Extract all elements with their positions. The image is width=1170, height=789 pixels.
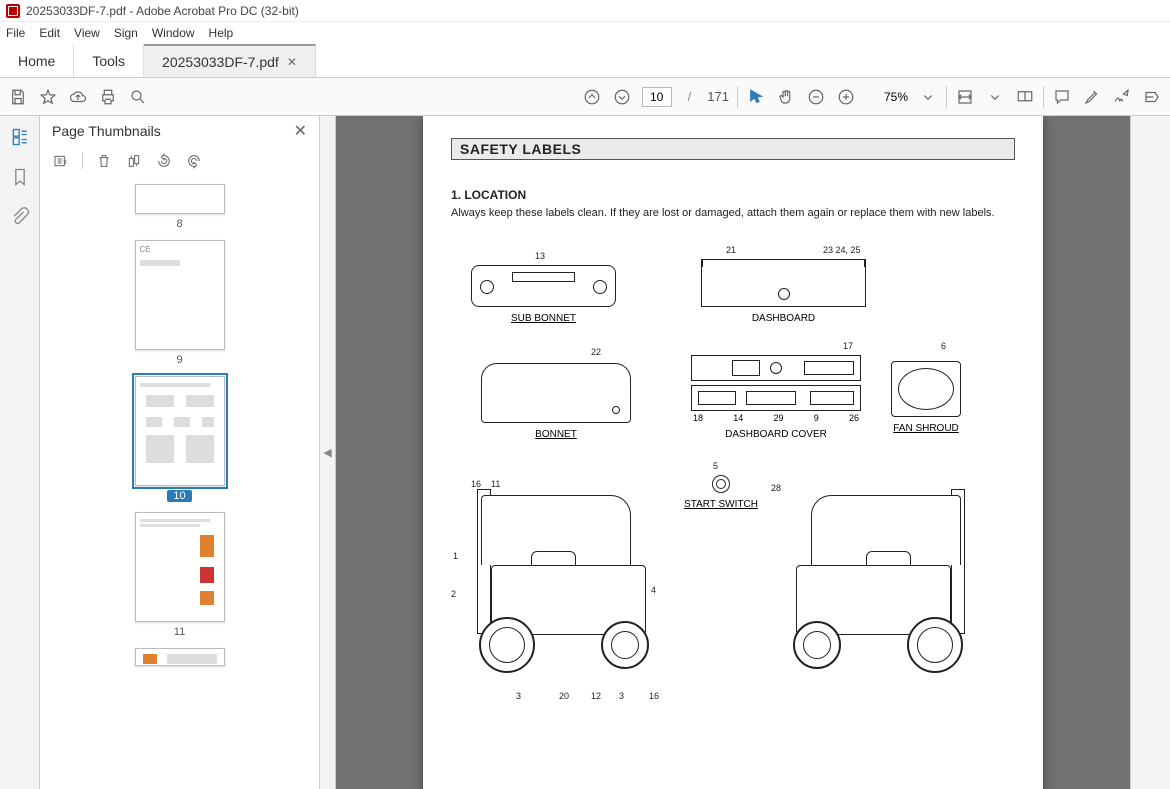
- select-tool-icon[interactable]: [746, 87, 766, 107]
- menu-edit[interactable]: Edit: [39, 26, 60, 40]
- callout-11: 11: [491, 479, 500, 489]
- rotate-cw-icon[interactable]: [185, 152, 203, 170]
- menu-file[interactable]: File: [6, 26, 25, 40]
- forklift-right: [751, 489, 981, 684]
- diagrams: 13 SUB BONNET 21 23 24, 25: [451, 251, 1015, 789]
- thumb-10[interactable]: 10: [135, 376, 225, 502]
- tab-document[interactable]: 20253033DF-7.pdf ✕: [144, 44, 316, 77]
- menu-help[interactable]: Help: [209, 26, 234, 40]
- panel-close-icon[interactable]: ✕: [294, 121, 307, 141]
- callout-12: 12: [591, 691, 601, 701]
- thumb-12[interactable]: [135, 648, 225, 666]
- window-title: 20253033DF-7.pdf - Adobe Acrobat Pro DC …: [26, 4, 299, 18]
- page-down-icon[interactable]: [612, 87, 632, 107]
- tab-doc-label: 20253033DF-7.pdf: [162, 54, 279, 70]
- zoom-out-icon[interactable]: [806, 87, 826, 107]
- callout-21: 21: [726, 245, 736, 255]
- right-sidebar: [1130, 116, 1170, 789]
- callout-23-24-25: 23 24, 25: [823, 245, 861, 255]
- page-total: 171: [707, 89, 729, 104]
- rotate-ccw-icon[interactable]: [155, 152, 173, 170]
- bookmark-icon[interactable]: [9, 166, 31, 188]
- section-title: 1. LOCATION: [451, 188, 1015, 202]
- callout-20: 20: [559, 691, 569, 701]
- document-page: SAFETY LABELS 1. LOCATION Always keep th…: [423, 116, 1043, 789]
- callout-2: 2: [451, 589, 456, 599]
- cap-fan: FAN SHROUD: [891, 423, 961, 434]
- thumb-8[interactable]: 8: [135, 184, 225, 230]
- menu-view[interactable]: View: [74, 26, 100, 40]
- callout-13: 13: [535, 251, 545, 261]
- pdf-icon: [6, 4, 20, 18]
- callout-17: 17: [843, 341, 853, 351]
- callout-6: 6: [941, 341, 946, 351]
- tab-home[interactable]: Home: [0, 44, 74, 77]
- star-icon[interactable]: [38, 87, 58, 107]
- document-viewer[interactable]: SAFETY LABELS 1. LOCATION Always keep th…: [336, 116, 1130, 789]
- cap-start: START SWITCH: [681, 499, 761, 510]
- thumbs-list[interactable]: 8 CE 9 10: [40, 176, 319, 789]
- forklift-left: [461, 489, 691, 684]
- cap-dashboard: DASHBOARD: [701, 313, 866, 324]
- thumbs-toolbar: [40, 146, 319, 176]
- callout-3a: 3: [516, 691, 521, 701]
- thumb-11[interactable]: 11: [135, 512, 225, 638]
- zoom-dropdown-icon[interactable]: [918, 87, 938, 107]
- page-sep: /: [688, 89, 692, 104]
- hand-tool-icon[interactable]: [776, 87, 796, 107]
- cloud-upload-icon[interactable]: [68, 87, 88, 107]
- tab-bar: Home Tools 20253033DF-7.pdf ✕: [0, 44, 1170, 78]
- thumb-options-icon[interactable]: [52, 152, 70, 170]
- sign-icon[interactable]: [1112, 87, 1132, 107]
- menu-sign[interactable]: Sign: [114, 26, 138, 40]
- toolbar: / 171: [0, 78, 1170, 116]
- callout-22: 22: [591, 347, 601, 357]
- callout-1: 1: [453, 551, 458, 561]
- menu-window[interactable]: Window: [152, 26, 195, 40]
- menu-bar: File Edit View Sign Window Help: [0, 22, 1170, 44]
- insert-page-icon[interactable]: [125, 152, 143, 170]
- page-up-icon[interactable]: [582, 87, 602, 107]
- comment-icon[interactable]: [1052, 87, 1072, 107]
- fit-width-icon[interactable]: [955, 87, 975, 107]
- thumbnails-icon[interactable]: [9, 126, 31, 148]
- callout-5: 5: [713, 461, 718, 471]
- section-body: Always keep these labels clean. If they …: [451, 206, 1015, 221]
- print-icon[interactable]: [98, 87, 118, 107]
- callout-16: 16: [471, 479, 481, 489]
- more-tools-icon[interactable]: [1142, 87, 1162, 107]
- left-rail: [0, 116, 40, 789]
- search-icon[interactable]: [128, 87, 148, 107]
- tab-tools[interactable]: Tools: [74, 44, 144, 77]
- callout-16b: 16: [649, 691, 659, 701]
- zoom-in-icon[interactable]: [836, 87, 856, 107]
- cap-bonnet: BONNET: [481, 429, 631, 440]
- thumbnails-panel: Page Thumbnails ✕ 8 CE 9: [40, 116, 320, 789]
- cap-dash-cover: DASHBOARD COVER: [691, 429, 861, 440]
- zoom-input[interactable]: [866, 90, 908, 104]
- panel-title: Page Thumbnails: [52, 123, 161, 139]
- attachment-icon[interactable]: [9, 206, 31, 228]
- cap-sub-bonnet: SUB BONNET: [471, 313, 616, 324]
- fit-page-dropdown-icon[interactable]: [985, 87, 1005, 107]
- doc-header: SAFETY LABELS: [451, 138, 1015, 160]
- thumb-9[interactable]: CE 9: [135, 240, 225, 366]
- main-area: Page Thumbnails ✕ 8 CE 9: [0, 116, 1170, 789]
- title-bar: 20253033DF-7.pdf - Adobe Acrobat Pro DC …: [0, 0, 1170, 22]
- highlight-icon[interactable]: [1082, 87, 1102, 107]
- tab-close-icon[interactable]: ✕: [287, 55, 297, 69]
- collapse-handle[interactable]: ◀: [320, 116, 336, 789]
- page-input[interactable]: [642, 87, 672, 107]
- callout-3b: 3: [619, 691, 624, 701]
- read-mode-icon[interactable]: [1015, 87, 1035, 107]
- delete-icon[interactable]: [95, 152, 113, 170]
- save-icon[interactable]: [8, 87, 28, 107]
